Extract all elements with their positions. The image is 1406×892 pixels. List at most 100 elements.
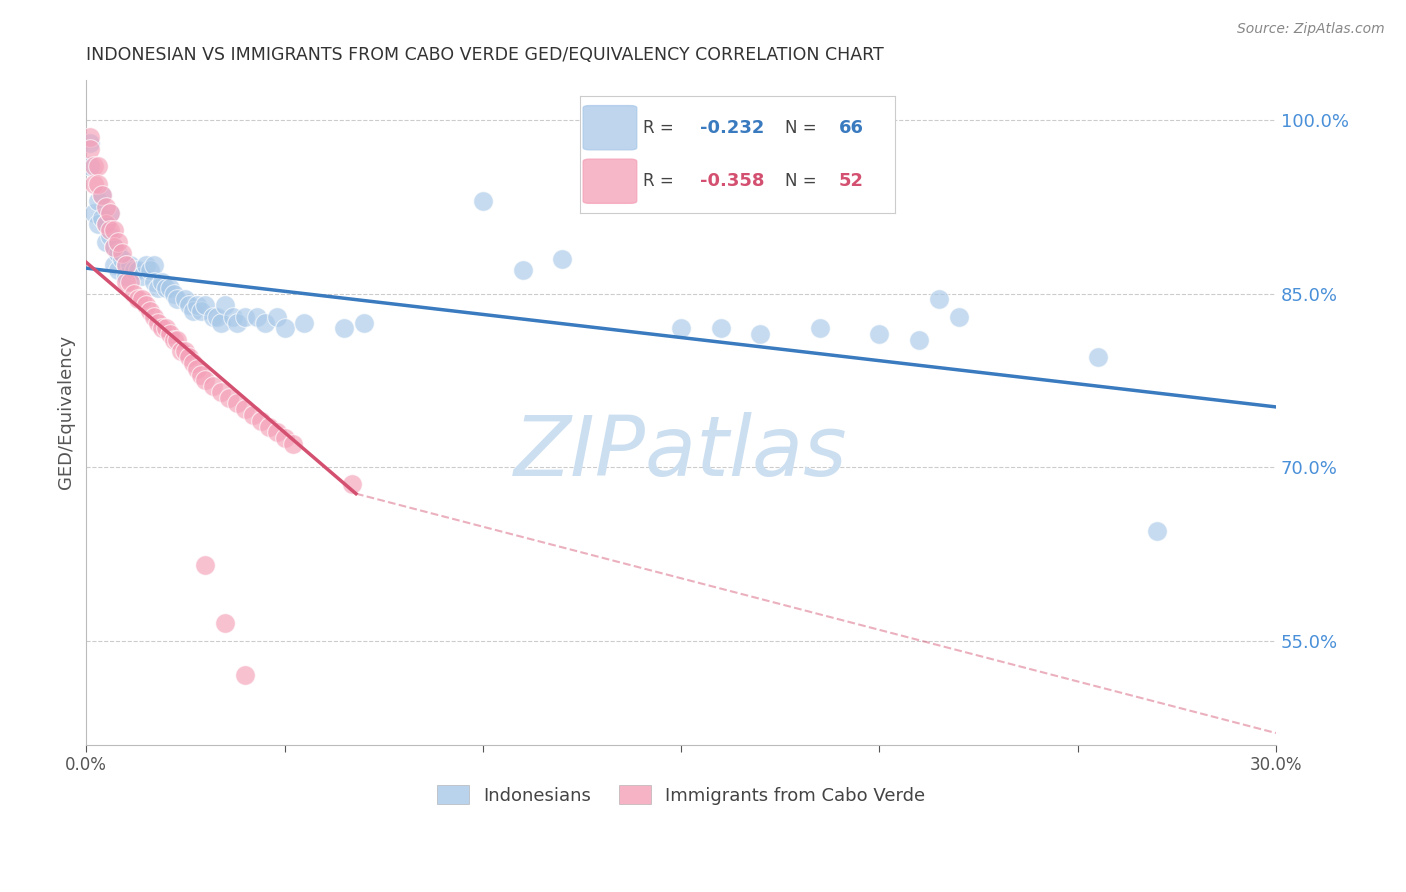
Point [162, 333, 184, 347]
Point [139, 304, 162, 318]
Point [146, 316, 169, 330]
Point [202, 379, 225, 393]
Point [292, 316, 315, 330]
Point [83, 160, 105, 174]
Point [103, 240, 125, 254]
Point [107, 263, 129, 277]
Point [91, 188, 114, 202]
Point [233, 668, 256, 682]
Point [266, 425, 288, 440]
Point [908, 333, 931, 347]
Point [103, 240, 125, 254]
Point [111, 246, 134, 260]
Point [159, 281, 181, 295]
Point [87, 217, 110, 231]
Point [118, 275, 141, 289]
Point [115, 258, 138, 272]
Point [107, 246, 129, 260]
Point [111, 252, 134, 266]
Point [183, 304, 205, 318]
Point [170, 344, 193, 359]
Point [209, 316, 232, 330]
Point [249, 414, 271, 428]
Point [159, 327, 181, 342]
Point [222, 310, 245, 324]
Point [162, 286, 184, 301]
Point [142, 310, 165, 324]
Point [115, 258, 138, 272]
Point [257, 419, 280, 434]
Point [150, 275, 173, 289]
Point [115, 275, 138, 289]
Point [808, 321, 831, 335]
Point [868, 327, 890, 342]
Point [155, 281, 177, 295]
Point [83, 177, 105, 191]
Point [205, 310, 228, 324]
Point [512, 263, 534, 277]
Point [174, 344, 197, 359]
Point [79, 142, 101, 156]
Point [948, 310, 970, 324]
Point [273, 321, 295, 335]
Text: ZIPatlas: ZIPatlas [515, 411, 848, 492]
Point [166, 293, 188, 307]
Y-axis label: GED/Equivalency: GED/Equivalency [58, 335, 75, 489]
Point [131, 293, 153, 307]
Point [281, 437, 304, 451]
Point [131, 269, 153, 284]
Point [146, 281, 169, 295]
Point [353, 316, 375, 330]
Point [209, 384, 232, 399]
Point [98, 223, 121, 237]
Point [135, 258, 157, 272]
Point [79, 160, 101, 174]
Point [226, 396, 249, 410]
Point [139, 263, 162, 277]
Point [83, 205, 105, 219]
Point [194, 558, 217, 573]
Point [94, 235, 117, 249]
Point [94, 217, 117, 231]
Point [226, 316, 249, 330]
Point [87, 160, 110, 174]
Point [122, 286, 145, 301]
Point [127, 293, 149, 307]
Point [118, 258, 141, 272]
Point [142, 275, 165, 289]
Point [103, 223, 125, 237]
Point [142, 258, 165, 272]
Point [166, 333, 188, 347]
Point [218, 391, 240, 405]
Point [669, 321, 692, 335]
Point [333, 321, 356, 335]
Point [551, 252, 574, 266]
Point [1146, 524, 1168, 538]
Point [91, 211, 114, 226]
Point [186, 298, 208, 312]
Point [94, 217, 117, 231]
Point [471, 194, 494, 208]
Point [94, 200, 117, 214]
Point [190, 368, 212, 382]
Point [98, 205, 121, 219]
Point [98, 228, 121, 243]
Point [87, 177, 110, 191]
Point [266, 310, 288, 324]
Point [190, 304, 212, 318]
Point [179, 298, 201, 312]
Point [79, 136, 101, 151]
Text: INDONESIAN VS IMMIGRANTS FROM CABO VERDE GED/EQUIVALENCY CORRELATION CHART: INDONESIAN VS IMMIGRANTS FROM CABO VERDE… [86, 46, 884, 64]
Point [233, 310, 256, 324]
Point [214, 616, 236, 631]
Point [155, 321, 177, 335]
Point [340, 477, 363, 491]
Point [242, 408, 264, 422]
Point [710, 321, 733, 335]
Point [87, 194, 110, 208]
Point [928, 293, 950, 307]
Point [194, 373, 217, 387]
Point [91, 188, 114, 202]
Point [115, 269, 138, 284]
Point [150, 321, 173, 335]
